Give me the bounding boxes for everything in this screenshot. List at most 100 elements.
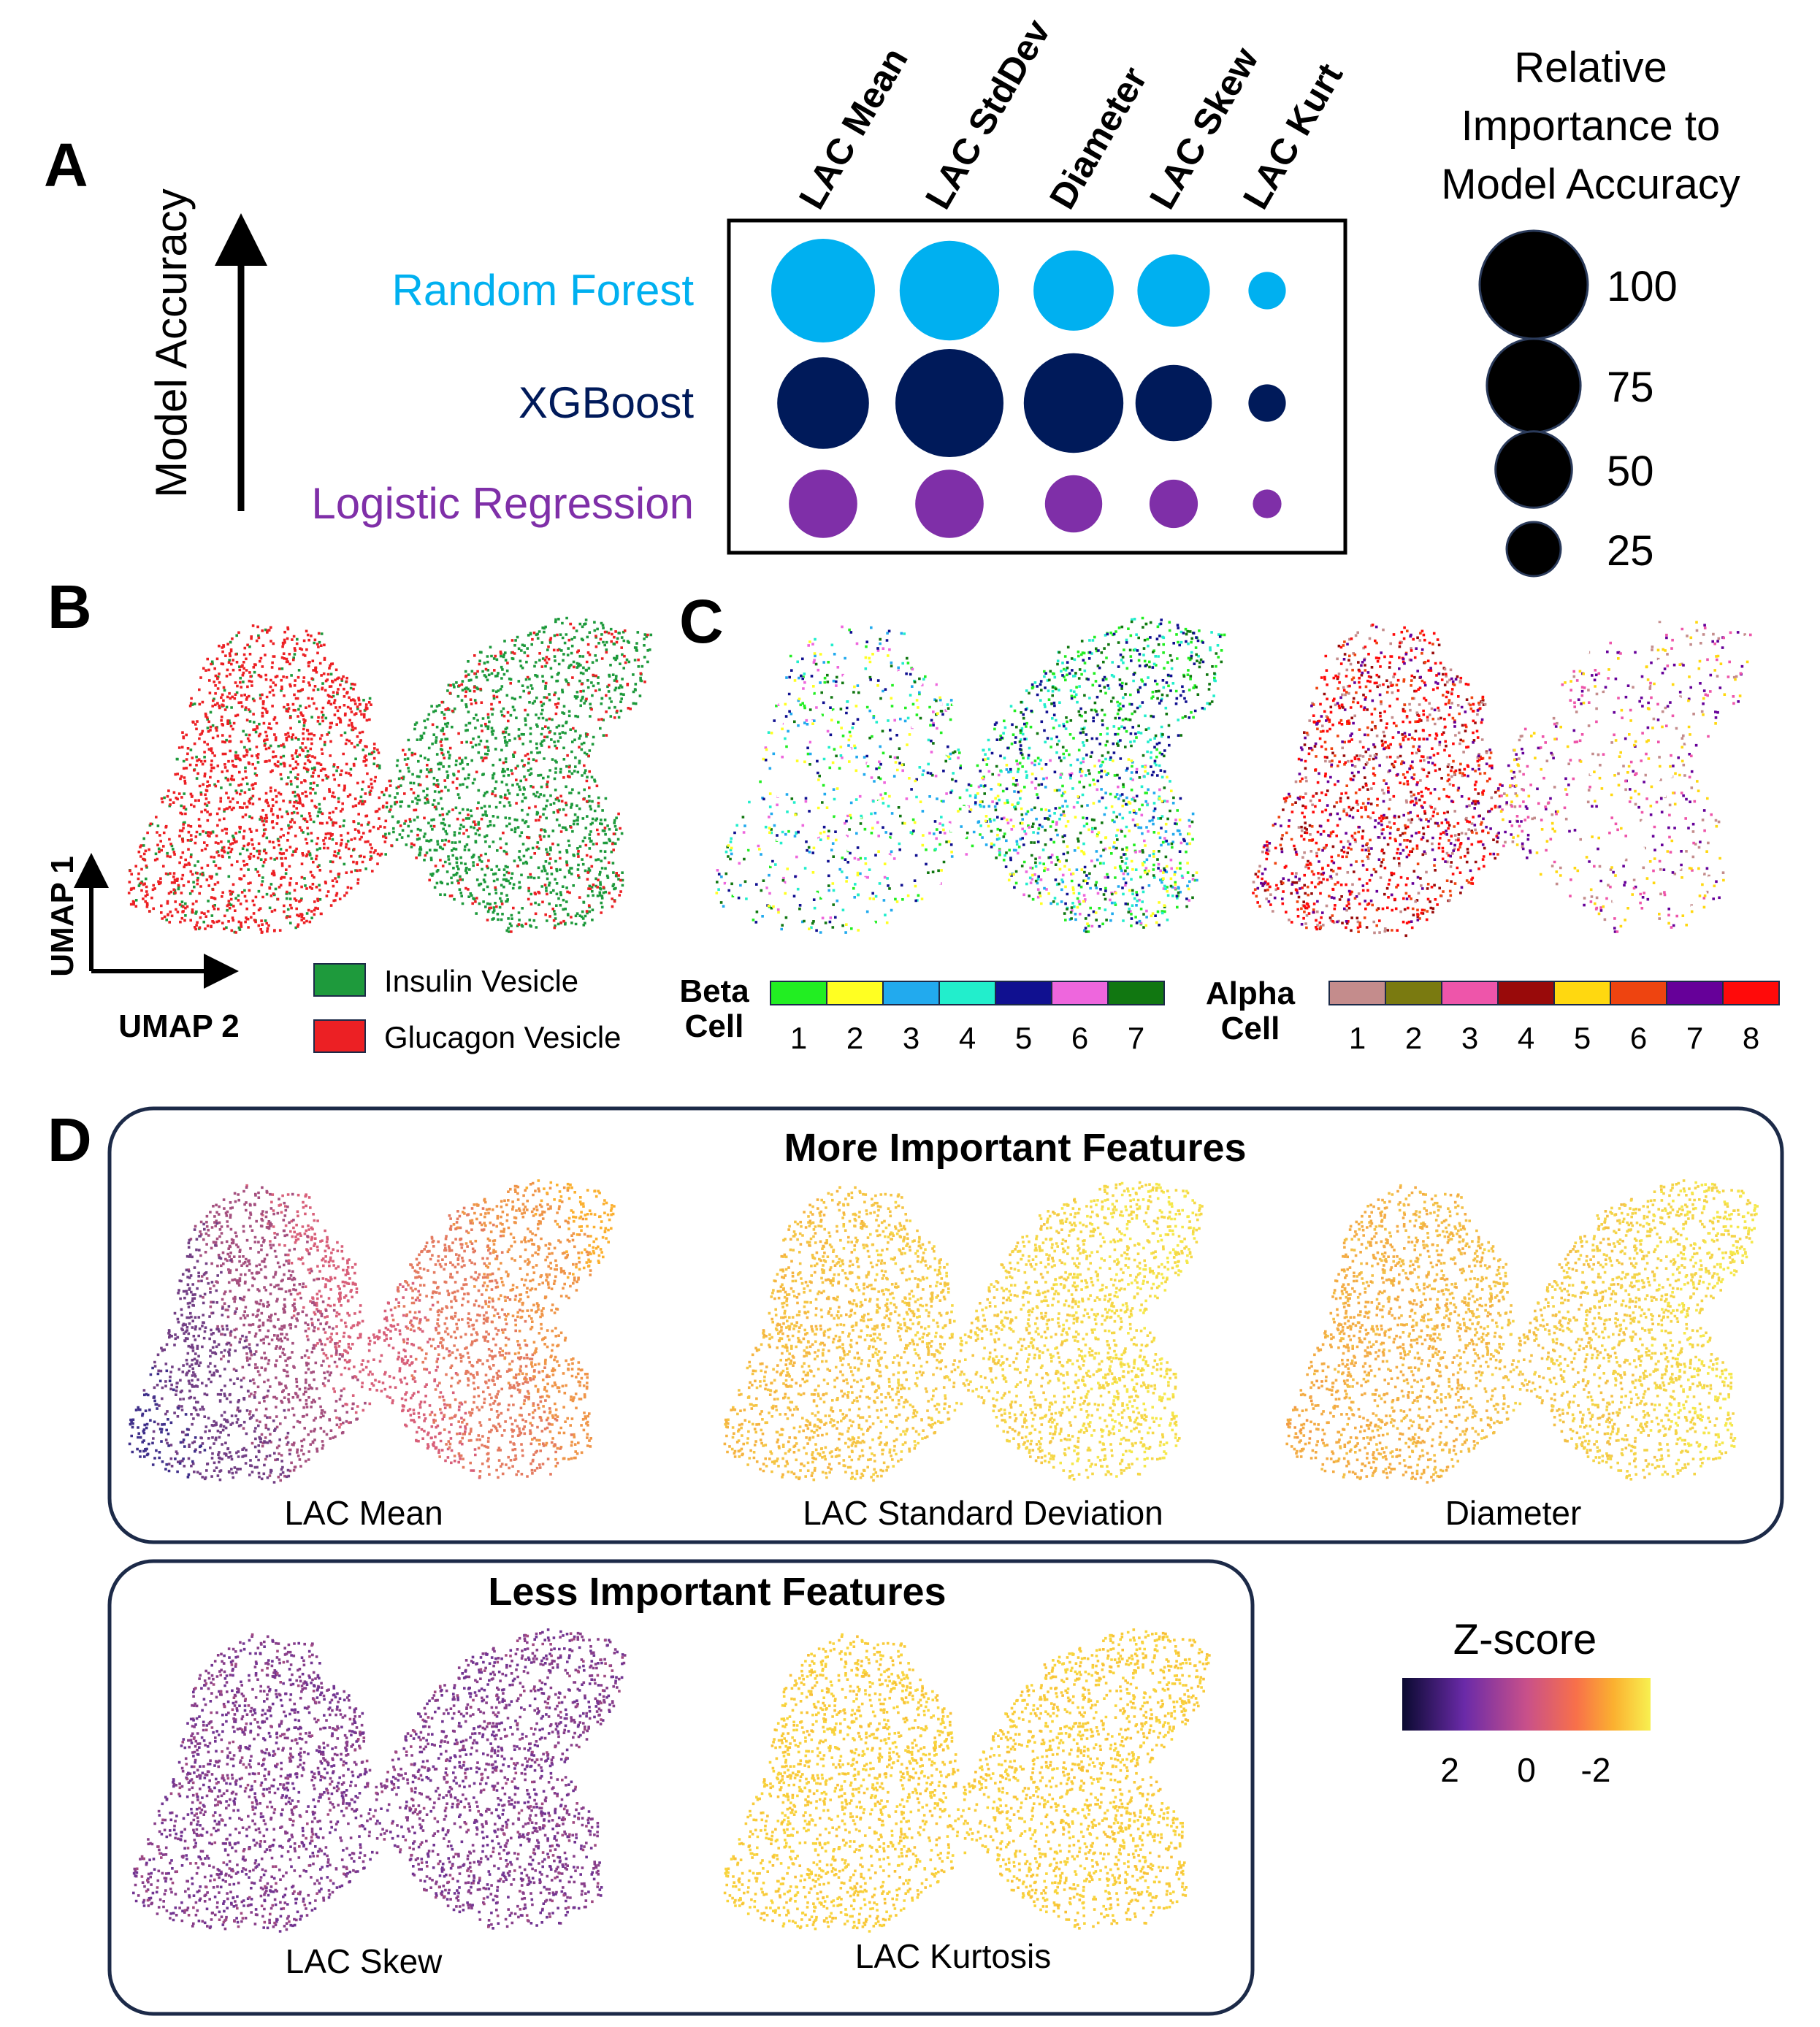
panel-label-d: D	[47, 1106, 92, 1174]
umap-points	[1285, 1186, 1501, 1484]
panel-label-c: C	[679, 587, 724, 656]
size-legend-title-line-3: Model Accuracy	[1441, 161, 1740, 208]
legend-swatch	[1051, 981, 1109, 1005]
colorbar-tick-0: 0	[1517, 1751, 1536, 1789]
caption-lac-kurtosis: LAC Kurtosis	[855, 1937, 1051, 1975]
legend-swatch	[1328, 981, 1386, 1005]
umap-points	[187, 1186, 367, 1482]
legend-tick: 1	[790, 1021, 807, 1055]
legend-label-glucagon: Glucagon Vesicle	[384, 1020, 622, 1054]
legend-swatch-glucagon	[313, 1019, 366, 1053]
legend-swatch	[770, 981, 827, 1005]
legend-tick: 4	[1518, 1021, 1534, 1055]
size-legend-label: 100	[1607, 263, 1678, 310]
umap-points	[1500, 627, 1752, 933]
beta-legend-title-line-2: Cell	[685, 1008, 744, 1044]
umap-points	[717, 618, 1220, 930]
umap-points	[734, 1631, 1209, 1926]
legend-tick: 5	[1015, 1021, 1032, 1055]
bubble-grid-box	[727, 218, 1347, 555]
bubble	[1137, 254, 1210, 327]
column-header: Diameter	[1041, 60, 1155, 215]
bubble	[771, 239, 875, 342]
caption-diameter: Diameter	[1445, 1494, 1582, 1532]
panel-label-a: A	[44, 131, 88, 199]
legend-tick: 3	[903, 1021, 919, 1055]
axis-label-umap2: UMAP 2	[118, 1008, 239, 1044]
more-important-title: More Important Features	[784, 1126, 1246, 1170]
size-legend-label: 25	[1607, 527, 1654, 575]
umap-points	[525, 1179, 616, 1279]
legend-swatch	[1497, 981, 1555, 1005]
size-legend-title-line-1: Relative	[1514, 44, 1667, 91]
legend-tick: 7	[1128, 1021, 1144, 1055]
caption-lac-std: LAC Standard Deviation	[803, 1494, 1163, 1532]
caption-lac-skew: LAC Skew	[286, 1942, 443, 1980]
alpha-cell-legend: 1 2 3 4 5 6 7 8	[1328, 981, 1780, 1055]
alpha-legend-title-line-1: Alpha	[1206, 976, 1296, 1011]
bubble	[777, 357, 869, 449]
umap-d-lac-mean	[128, 1179, 616, 1484]
colorbar	[1402, 1678, 1651, 1731]
bubble	[1135, 364, 1212, 442]
umap-points	[716, 625, 1195, 928]
umap-points	[1313, 1184, 1663, 1481]
umap-points	[391, 1206, 573, 1479]
umap-d-lac-std	[723, 1181, 1204, 1482]
size-legend: 100 75 50 25	[1478, 229, 1678, 578]
legend-swatch	[826, 981, 884, 1005]
beta-legend-title-line-1: Beta	[679, 973, 749, 1009]
legend-swatch-insulin	[313, 963, 366, 997]
umap-points	[1637, 1181, 1759, 1476]
legend-swatch	[882, 981, 940, 1005]
umap-points	[839, 1181, 1204, 1481]
legend-tick: 7	[1686, 1021, 1703, 1055]
axis-label-umap1: UMAP 1	[45, 856, 80, 976]
bubble	[899, 240, 1000, 341]
legend-tick: 5	[1574, 1021, 1591, 1055]
size-legend-label: 75	[1607, 364, 1654, 411]
legend-tick: 6	[1630, 1021, 1647, 1055]
legend-tick: 2	[1405, 1021, 1422, 1055]
legend-swatch	[1441, 981, 1499, 1005]
legend-swatch	[995, 981, 1052, 1005]
colorbar-tick-2: 2	[1440, 1751, 1459, 1789]
colorbar-title: Z-score	[1453, 1616, 1597, 1663]
size-legend-title-line-2: Importance to	[1461, 102, 1721, 150]
size-legend-bubble	[1494, 430, 1573, 509]
panel-label-b: B	[47, 572, 92, 641]
size-legend-bubble	[1505, 521, 1562, 578]
beta-cell-legend: 1 2 3 4 5 6 7	[770, 981, 1165, 1055]
legend-swatch	[938, 981, 996, 1005]
umap-points	[716, 620, 1223, 933]
umap-d-diameter	[1285, 1179, 1759, 1484]
umap-points	[142, 1222, 291, 1484]
column-header: LAC StdDev	[917, 12, 1058, 215]
legend-swatch	[1666, 981, 1724, 1005]
row-header: Random Forest	[392, 266, 695, 315]
umap-points	[724, 1186, 1086, 1482]
umap-points	[724, 1630, 1210, 1933]
legend-swatch	[1385, 981, 1442, 1005]
bubble	[1248, 272, 1286, 310]
row-header: XGBoost	[519, 378, 694, 427]
bubble	[1044, 475, 1103, 533]
size-legend-label: 50	[1607, 448, 1654, 495]
bubble	[915, 470, 984, 538]
bubble-grid	[771, 239, 1286, 538]
umap-points	[723, 1628, 1211, 1930]
umap-points	[1252, 624, 1502, 932]
umap-points	[129, 616, 653, 934]
less-important-box	[107, 1559, 1255, 2016]
less-important-title: Less Important Features	[488, 1570, 946, 1614]
row-header: Logistic Regression	[311, 479, 694, 528]
legend-swatch	[1610, 981, 1667, 1005]
umap-points	[128, 1366, 207, 1479]
bubble	[1149, 479, 1198, 529]
more-important-box	[107, 1106, 1784, 1544]
bubble	[1248, 384, 1286, 422]
legend-swatch	[1553, 981, 1611, 1005]
legend-tick: 8	[1743, 1021, 1759, 1055]
